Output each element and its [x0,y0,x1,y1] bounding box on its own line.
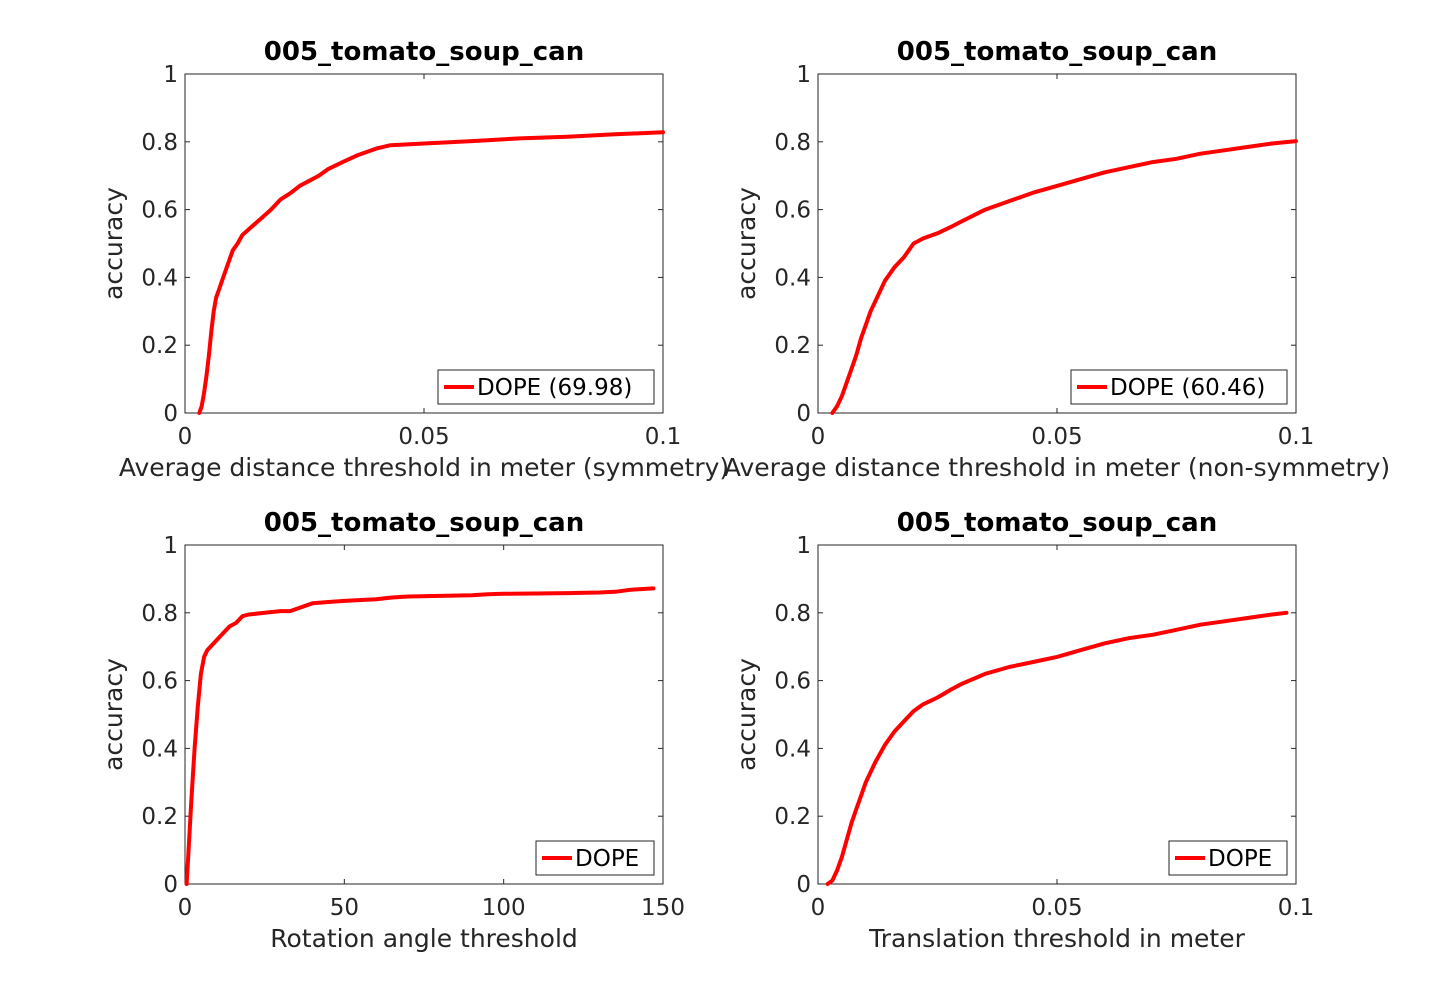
y-tick-label: 0.8 [774,601,811,627]
chart-title: 005_tomato_soup_can [264,37,584,67]
y-tick-label: 0.8 [141,130,178,156]
y-tick-label: 1 [163,62,178,88]
x-tick-label: 0.1 [1278,895,1315,921]
legend-label: DOPE [1208,846,1272,872]
axes-box [817,73,1297,414]
y-tick-label: 0 [796,872,811,898]
legend: DOPE [535,840,655,876]
y-tick-label: 0.4 [141,265,178,291]
y-axis-label: accuracy [732,187,761,300]
series-line-dope [197,130,665,415]
x-axis-label: Translation threshold in meter [868,924,1246,953]
legend-label: DOPE [575,846,639,872]
x-axis-label: Average distance threshold in meter (sym… [119,453,729,482]
legend: DOPE (60.46) [1070,369,1288,405]
y-tick-label: 0.2 [774,804,811,830]
series-line-dope [825,610,1289,886]
y-tick-label: 0.6 [774,198,811,224]
x-tick-label: 0.05 [1031,895,1082,921]
x-tick-label: 50 [330,895,359,921]
x-tick-label: 0 [178,424,193,450]
y-axis-label: accuracy [99,658,128,771]
legend-label: DOPE (60.46) [1110,375,1265,401]
chart-panel-2: 0 0.05 0.1 0 0.2 0.4 0.6 0.8 1 005_tomato_soup_ca… [724,37,1390,482]
axes-box [817,544,1297,885]
axes-box [184,544,664,885]
x-tick-label: 150 [641,895,685,921]
y-axis-label: accuracy [99,187,128,300]
series-line-dope [830,139,1298,415]
y-tick-label: 1 [796,533,811,559]
chart-title: 005_tomato_soup_can [264,508,584,538]
x-axis-label: Average distance threshold in meter (non… [724,453,1390,482]
x-tick-label: 0.1 [645,424,682,450]
y-tick-label: 0 [796,401,811,427]
y-tick-label: 0.2 [141,804,178,830]
chart-panel-4: 0 0.05 0.1 0 0.2 0.4 0.6 0.8 1 005_tomato_soup_ca… [732,508,1314,953]
y-tick-label: 1 [163,533,178,559]
y-tick-label: 0.4 [774,736,811,762]
y-tick-label: 0 [163,872,178,898]
y-tick-label: 0.6 [141,198,178,224]
y-tick-label: 0 [163,401,178,427]
y-tick-label: 0.8 [774,130,811,156]
x-tick-label: 0 [811,895,826,921]
x-tick-label: 0.05 [1031,424,1082,450]
y-tick-label: 0.4 [141,736,178,762]
series-line-dope [184,586,656,886]
chart-title: 005_tomato_soup_can [897,508,1217,538]
y-tick-label: 1 [796,62,811,88]
legend: DOPE [1168,840,1288,876]
y-tick-label: 0.4 [774,265,811,291]
x-tick-label: 100 [482,895,526,921]
x-tick-label: 0.05 [398,424,449,450]
y-tick-label: 0.8 [141,601,178,627]
y-tick-label: 0.6 [141,669,178,695]
y-axis-label: accuracy [732,658,761,771]
y-tick-label: 0.6 [774,669,811,695]
x-tick-label: 0 [178,895,193,921]
y-tick-label: 0.2 [774,333,811,359]
x-tick-label: 0.1 [1278,424,1315,450]
chart-panel-1: 0 0.05 0.1 0 0.2 0.4 0.6 0.8 1 005_tomato_soup_ca… [99,37,729,482]
axes-box [184,73,664,414]
x-axis-label: Rotation angle threshold [270,924,578,953]
x-tick-label: 0 [811,424,826,450]
chart-title: 005_tomato_soup_can [897,37,1217,67]
legend-label: DOPE (69.98) [477,375,632,401]
chart-panel-3: 0 50 100 150 0 0.2 0.4 0.6 0.8 1 005_tomato_soup_c… [99,508,685,953]
legend: DOPE (69.98) [437,369,655,405]
y-tick-label: 0.2 [141,333,178,359]
